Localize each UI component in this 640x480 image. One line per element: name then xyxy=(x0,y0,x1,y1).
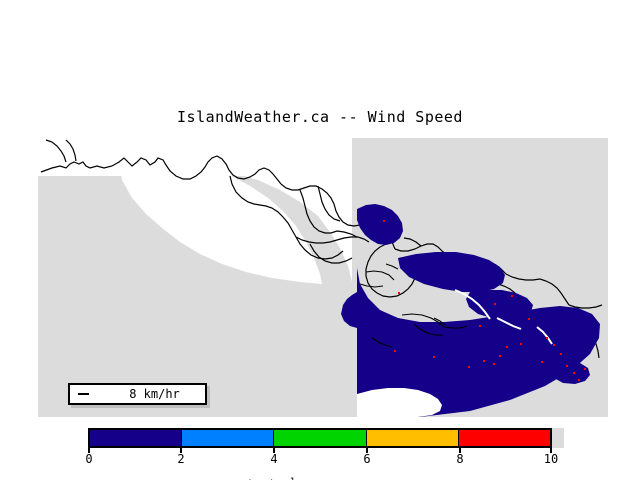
units-base-label: km hr xyxy=(248,478,284,480)
colorbar-band-2 xyxy=(273,430,366,446)
nodata-region-layer xyxy=(38,138,352,284)
wind-barb-legend-box: 8 km/hr xyxy=(68,383,207,405)
colorbar-tick-0 xyxy=(88,448,90,453)
colorbar-tick-label-5: 10 xyxy=(543,452,559,466)
colorbar-tick-label-3: 6 xyxy=(363,452,371,466)
timestamp-label: 2026/04/19 18:21 xyxy=(305,478,421,480)
wind-barb-legend-label: 8 km/hr xyxy=(129,387,180,401)
colorbar-tick-4 xyxy=(459,448,461,453)
wind-barb-icon xyxy=(78,393,89,395)
colorbar-bands xyxy=(88,428,552,448)
units-exponent-label: -1 xyxy=(284,477,295,480)
units-and-timestamp: km hr-1 2026/04/19 18:21 xyxy=(0,463,640,480)
colorbar-tick-3 xyxy=(366,448,368,453)
colorbar-band-0 xyxy=(90,430,182,446)
colorbar-tick-2 xyxy=(273,448,275,453)
southwest-shore-layer xyxy=(357,388,442,417)
colorbar-tick-label-1: 2 xyxy=(177,452,185,466)
strait-layer xyxy=(454,289,553,345)
wind-speed-field-layer xyxy=(341,204,600,417)
colorbar-tick-label-2: 4 xyxy=(270,452,278,466)
colorbar-band-4 xyxy=(457,430,551,446)
colorbar-tick-label-4: 8 xyxy=(456,452,464,466)
colorbar-tick-labels: 0 2 4 6 8 10 xyxy=(85,452,558,466)
colorbar-band-3 xyxy=(365,430,458,446)
station-markers-layer[interactable] xyxy=(383,220,586,381)
map-graphic xyxy=(38,138,608,417)
colorbar-overrange-swatch xyxy=(552,428,564,448)
colorbar-tick-marks xyxy=(88,448,552,454)
inland-water-layer xyxy=(359,263,468,348)
colorbar-tick-label-0: 0 xyxy=(85,452,93,466)
colorbar-tick-1 xyxy=(180,448,182,453)
map-canvas[interactable] xyxy=(0,132,640,417)
page-title: IslandWeather.ca -- Wind Speed xyxy=(177,108,463,126)
colorbar xyxy=(88,428,564,448)
colorbar-band-1 xyxy=(181,430,274,446)
colorbar-tick-5 xyxy=(550,448,552,453)
